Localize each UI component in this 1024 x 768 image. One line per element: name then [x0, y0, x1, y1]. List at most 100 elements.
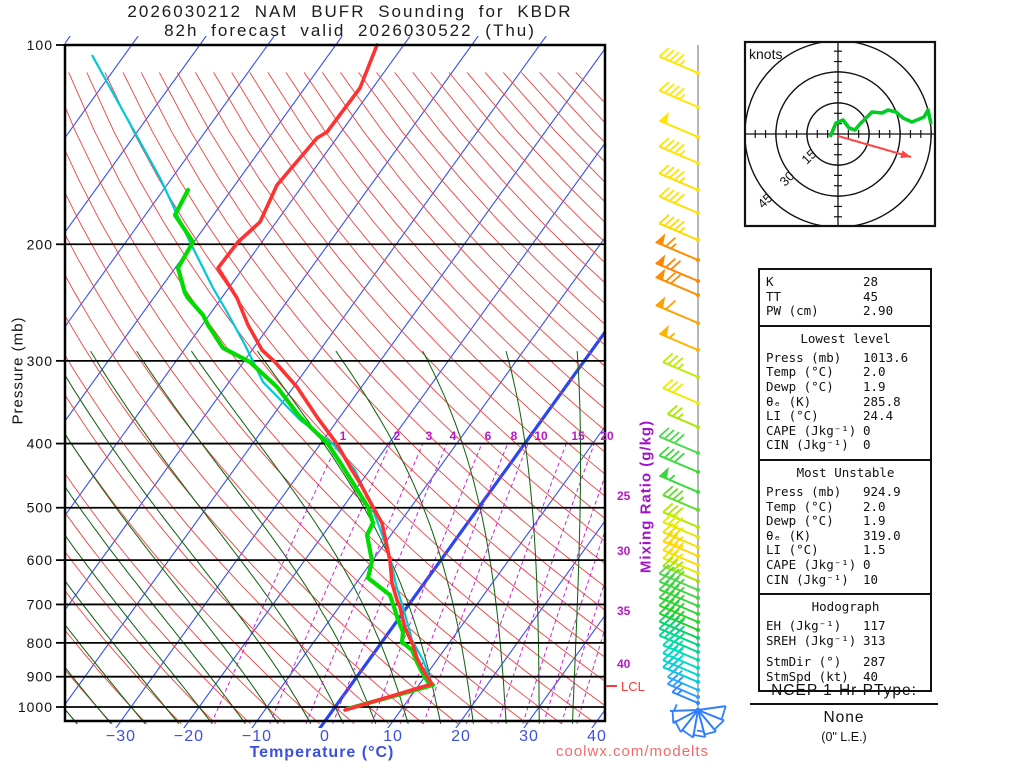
index-row: CIN (Jkg⁻¹) 0: [766, 438, 925, 453]
index-row: Press (mb) 924.9: [766, 483, 925, 500]
index-row: LI (°C) 1.5: [766, 543, 925, 558]
indices-section-lowest-level: Lowest level Press (mb) 1013.6 Temp (°C) 2.0…: [760, 324, 930, 459]
mixing-ratio-lines: [210, 443, 605, 724]
index-label: θₑ (K): [766, 393, 812, 409]
svg-text:8: 8: [511, 429, 518, 443]
index-value: 0: [863, 437, 871, 453]
index-value: 1.9: [863, 513, 886, 529]
index-label: StmSpd (kt): [766, 668, 849, 684]
index-value: 2.0: [863, 498, 886, 514]
index-row: Dewp (°C) 1.9: [766, 514, 925, 529]
moist-adiabats: [65, 350, 582, 725]
svg-text:20: 20: [451, 728, 471, 745]
index-row: Temp (°C) 2.0: [766, 498, 925, 515]
index-row: EH (Jkg⁻¹) 117: [766, 618, 925, 634]
svg-text:600: 600: [27, 552, 53, 568]
index-row: K 28: [766, 274, 925, 290]
index-label: CAPE (Jkg⁻¹): [766, 556, 857, 572]
chart-title-line2: 82h forecast valid 2026030522 (Thu): [164, 21, 536, 40]
index-value: 10: [863, 571, 879, 587]
index-row: StmSpd (kt) 40: [766, 668, 925, 685]
index-label: Press (mb): [766, 483, 842, 499]
index-row: Dewp (°C) 1.9: [766, 378, 925, 395]
index-value: 287: [863, 654, 886, 670]
svg-text:40: 40: [587, 728, 607, 745]
svg-text:−10: −10: [242, 728, 272, 745]
svg-text:100: 100: [27, 37, 53, 53]
svg-text:10: 10: [383, 728, 403, 745]
mixing-ratio-labels: 1 2 3 4 6 8 10 15 20 25 30 35 40: [340, 429, 631, 671]
mixing-ratio-axis-label: Mixing Ratio (g/kg): [637, 419, 655, 574]
index-value: 2.0: [863, 364, 886, 380]
index-label: SREH (Jkg⁻¹): [766, 632, 857, 648]
svg-text:800: 800: [27, 635, 53, 651]
ptype-block: NCEP 1-Hr PType: None (0" L.E.): [750, 682, 938, 744]
plot-border: [63, 43, 607, 723]
index-label: θₑ (K): [766, 527, 812, 543]
index-value: 1.9: [863, 378, 886, 394]
index-value: 0: [863, 556, 871, 572]
section-header: Hodograph: [811, 599, 880, 615]
watermark: coolwx.com/modelts: [556, 743, 710, 760]
index-row: TT 45: [766, 289, 925, 305]
temperature-tick-labels: −30 −20 −10 0 10 20 30 40: [106, 728, 607, 745]
index-value: 924.9: [863, 483, 901, 499]
svg-text:6: 6: [485, 429, 492, 443]
svg-text:0: 0: [320, 728, 330, 745]
index-label: LI (°C): [766, 408, 819, 424]
index-label: Press (mb): [766, 349, 842, 365]
svg-text:3: 3: [426, 429, 433, 443]
index-label: CIN (Jkg⁻¹): [766, 437, 849, 453]
svg-text:400: 400: [27, 436, 53, 452]
index-label: CAPE (Jkg⁻¹): [766, 422, 857, 438]
index-row: LI (°C) 24.4: [766, 409, 925, 424]
index-value: 24.4: [863, 408, 894, 424]
index-value: 40: [863, 668, 879, 684]
storm-motion-vector: [837, 135, 912, 158]
index-label: PW (cm): [766, 303, 819, 319]
svg-text:900: 900: [27, 669, 53, 685]
chart-title-line1: 2026030212 NAM BUFR Sounding for KBDR: [127, 2, 573, 21]
index-label: Temp (°C): [766, 498, 834, 514]
svg-text:500: 500: [27, 500, 53, 516]
index-row: Temp (°C) 2.0: [766, 365, 925, 380]
svg-text:35: 35: [617, 604, 631, 618]
index-row: PW (cm) 2.90: [766, 304, 925, 319]
svg-text:LCL: LCL: [621, 679, 645, 694]
svg-text:4: 4: [450, 429, 457, 443]
svg-text:200: 200: [27, 236, 53, 252]
index-value: 1.5: [863, 542, 886, 558]
hodograph-units-label: knots: [749, 46, 783, 62]
svg-text:1000: 1000: [18, 699, 53, 715]
index-row: CAPE (Jkg⁻¹) 0: [766, 422, 925, 439]
index-label: CIN (Jkg⁻¹): [766, 571, 849, 587]
indices-section-most-unstable: Most Unstable Press (mb) 924.9 Temp (°C) 2.0…: [760, 458, 930, 593]
wind-barb-column: [655, 45, 727, 739]
section-header: Lowest level: [800, 330, 891, 346]
svg-text:30: 30: [617, 544, 631, 558]
indices-section-hodograph: Hodograph EH (Jkg⁻¹) 117 SREH (Jkg⁻¹) 313 Stm…: [760, 593, 930, 690]
index-value: 0: [863, 422, 871, 438]
svg-text:1: 1: [340, 429, 347, 443]
index-label: K: [766, 274, 774, 289]
svg-text:15: 15: [571, 429, 585, 443]
ptype-value: None: [823, 709, 865, 726]
pressure-axis-label: Pressure (mb): [9, 316, 27, 425]
svg-text:300: 300: [27, 353, 53, 369]
index-label: Temp (°C): [766, 364, 834, 380]
index-value: 1013.6: [863, 349, 909, 365]
index-row: θₑ (K) 319.0: [766, 527, 925, 544]
svg-text:25: 25: [617, 489, 631, 503]
index-row: Press (mb) 1013.6: [766, 349, 925, 366]
svg-text:700: 700: [27, 596, 53, 612]
index-row: CAPE (Jkg⁻¹) 0: [766, 556, 925, 573]
hodograph-trace: [828, 108, 933, 138]
ptype-header: NCEP 1-Hr PType:: [750, 682, 938, 705]
lcl-marker: LCL: [606, 679, 645, 694]
section-header: Most Unstable: [796, 464, 895, 480]
index-value: 2.90: [863, 303, 894, 319]
index-label: Dewp (°C): [766, 513, 834, 529]
